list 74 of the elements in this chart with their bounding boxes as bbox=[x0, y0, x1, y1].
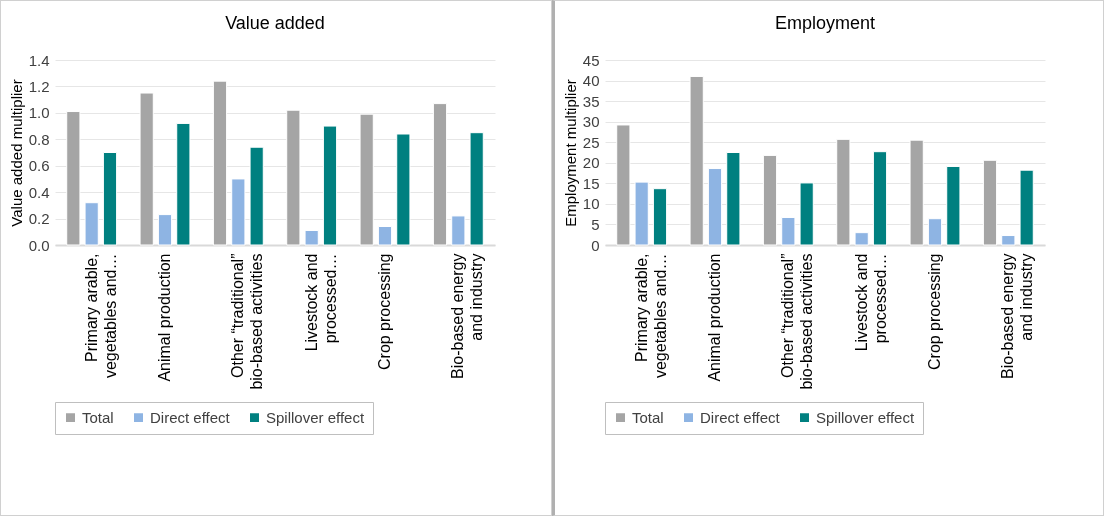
bar bbox=[909, 139, 924, 246]
bar bbox=[249, 146, 264, 246]
y-tick-label: 20 bbox=[582, 154, 600, 172]
y-tick-label: 5 bbox=[591, 215, 600, 233]
y-tick-label: 0.4 bbox=[28, 183, 50, 201]
y-tick-label: 30 bbox=[582, 113, 600, 131]
bar bbox=[102, 152, 118, 246]
bar bbox=[231, 178, 246, 246]
bar bbox=[689, 75, 704, 246]
bar bbox=[157, 214, 173, 246]
bar bbox=[1001, 235, 1016, 246]
bar bbox=[304, 229, 319, 246]
bar bbox=[836, 138, 851, 246]
x-tick-label: Livestock and processed… bbox=[302, 253, 339, 352]
bar bbox=[762, 154, 778, 246]
y-tick-label: 45 bbox=[582, 51, 600, 69]
y-tick-label: 15 bbox=[582, 174, 600, 192]
bar bbox=[84, 202, 99, 246]
bar bbox=[781, 216, 796, 246]
bar bbox=[799, 182, 814, 246]
bar bbox=[396, 133, 411, 246]
y-tick-label: 35 bbox=[582, 92, 600, 110]
y-tick-label: 1.0 bbox=[28, 104, 50, 122]
legend-label: Total bbox=[82, 408, 114, 426]
bar bbox=[854, 232, 869, 246]
bar bbox=[982, 159, 998, 246]
y-tick-label: 1.4 bbox=[28, 51, 50, 69]
legend-label: Spillover effect bbox=[266, 408, 365, 426]
x-tick-label: Primary arable, vegetables and… bbox=[632, 253, 669, 379]
y-axis-title: Value added multiplier bbox=[7, 79, 25, 227]
legend-label: Direct effect bbox=[150, 408, 231, 426]
bar bbox=[377, 226, 393, 246]
y-tick-label: 10 bbox=[582, 195, 600, 213]
bar bbox=[212, 80, 228, 246]
y-tick-label: 0.6 bbox=[28, 157, 50, 175]
bar bbox=[176, 122, 191, 246]
y-tick-label: 0 bbox=[591, 236, 600, 254]
bar bbox=[322, 125, 338, 246]
bar bbox=[927, 218, 943, 246]
x-tick-label: Animal production bbox=[156, 253, 173, 382]
bar bbox=[707, 168, 723, 246]
bar bbox=[872, 151, 888, 246]
bar bbox=[469, 132, 484, 246]
bar bbox=[286, 109, 301, 246]
bar bbox=[652, 188, 668, 246]
bar bbox=[66, 111, 81, 246]
y-tick-label: 0.0 bbox=[28, 236, 50, 254]
y-tick-label: 1.2 bbox=[28, 77, 50, 95]
y-tick-label: 0.2 bbox=[28, 210, 50, 228]
bar bbox=[451, 215, 466, 246]
y-tick-label: 0.8 bbox=[28, 130, 50, 148]
x-tick-label: Livestock and processed… bbox=[852, 253, 889, 352]
y-tick-label: 40 bbox=[582, 72, 600, 90]
x-tick-label: Crop processing bbox=[926, 253, 943, 370]
bar bbox=[634, 181, 649, 246]
y-axis-title: Employment multiplier bbox=[561, 79, 579, 227]
x-tick-label: Bio-based energy and industry bbox=[999, 253, 1036, 379]
bar bbox=[616, 124, 631, 246]
legend-label: Direct effect bbox=[700, 408, 781, 426]
x-tick-label: Bio-based energy and industry bbox=[449, 253, 486, 379]
x-tick-label: Crop processing bbox=[376, 253, 393, 370]
x-tick-label: Animal production bbox=[706, 253, 723, 382]
chart-title: Value added bbox=[225, 13, 325, 33]
bar bbox=[726, 152, 741, 246]
x-tick-label: Primary arable, vegetables and… bbox=[82, 253, 119, 379]
bar bbox=[359, 113, 374, 246]
y-tick-label: 25 bbox=[582, 133, 600, 151]
bar bbox=[1019, 169, 1034, 246]
bar bbox=[432, 103, 448, 246]
bar bbox=[946, 165, 961, 246]
chart-title: Employment bbox=[774, 13, 876, 33]
legend-label: Spillover effect bbox=[816, 408, 915, 426]
bar bbox=[139, 92, 154, 246]
legend-label: Total bbox=[632, 408, 664, 426]
